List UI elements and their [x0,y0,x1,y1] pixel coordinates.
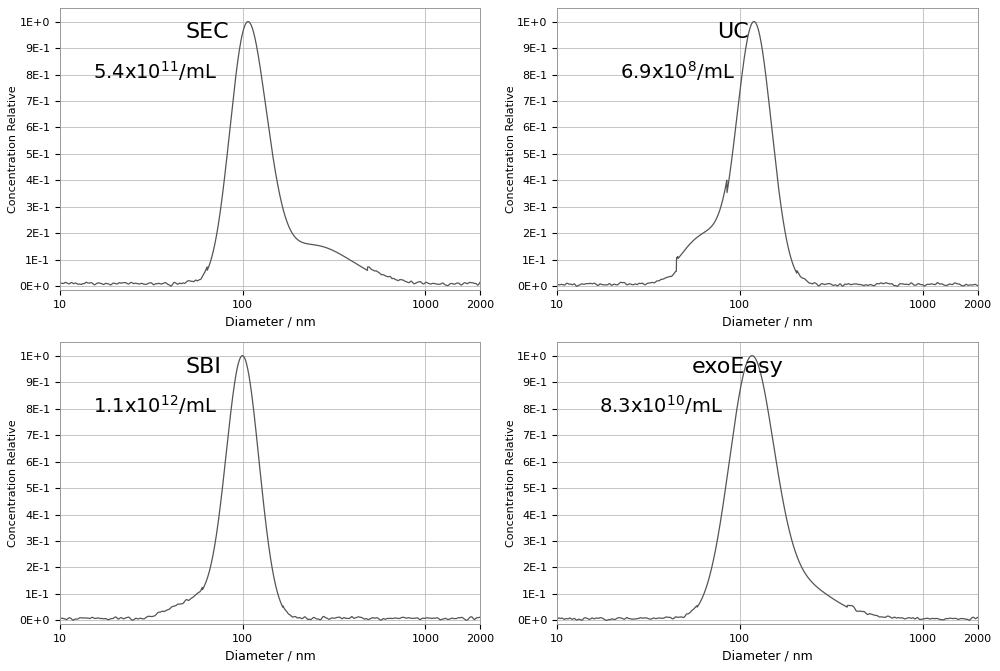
Text: SEC: SEC [186,22,230,42]
Text: SBI: SBI [186,356,222,376]
Y-axis label: Concentration Relative: Concentration Relative [506,419,516,548]
Text: 6.9x10$^{8}$/mL: 6.9x10$^{8}$/mL [620,59,735,83]
X-axis label: Diameter / nm: Diameter / nm [225,315,315,329]
Text: 1.1x10$^{12}$/mL: 1.1x10$^{12}$/mL [93,393,217,417]
X-axis label: Diameter / nm: Diameter / nm [225,650,315,663]
Y-axis label: Concentration Relative: Concentration Relative [8,419,18,548]
X-axis label: Diameter / nm: Diameter / nm [722,315,813,329]
Text: exoEasy: exoEasy [692,356,783,376]
Text: 5.4x10$^{11}$/mL: 5.4x10$^{11}$/mL [93,59,217,83]
Text: 8.3x10$^{10}$/mL: 8.3x10$^{10}$/mL [599,393,723,417]
X-axis label: Diameter / nm: Diameter / nm [722,650,813,663]
Y-axis label: Concentration Relative: Concentration Relative [506,85,516,213]
Y-axis label: Concentration Relative: Concentration Relative [8,85,18,213]
Text: UC: UC [717,22,749,42]
